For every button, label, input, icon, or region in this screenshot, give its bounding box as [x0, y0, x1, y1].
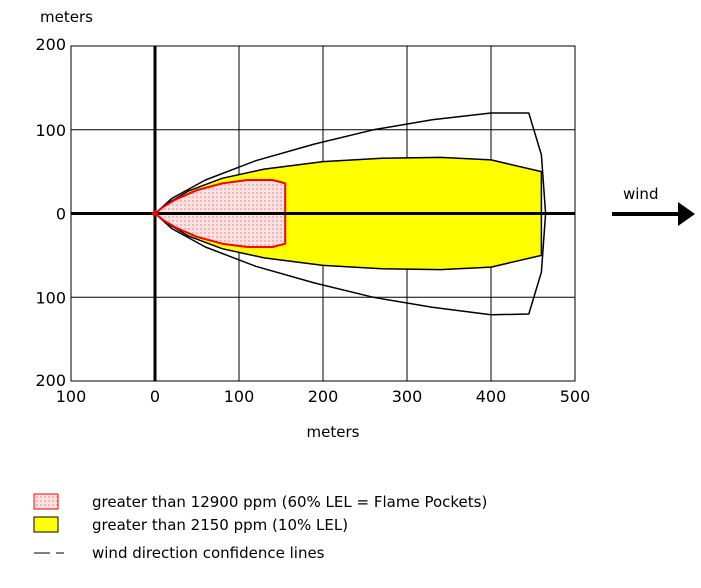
x-tick-label-3: 200	[308, 387, 339, 406]
legend-label-flame-pockets: greater than 12900 ppm (60% LEL = Flame …	[92, 493, 487, 511]
x-tick-label-2: 100	[224, 387, 255, 406]
axes	[70, 45, 576, 382]
x-tick-label-0: 100	[56, 387, 87, 406]
plot-border	[70, 45, 576, 382]
x-tick-label-1: 0	[150, 387, 160, 406]
legend-swatch-flame-pockets	[33, 493, 59, 510]
x-tick-label-4: 300	[392, 387, 423, 406]
y-tick-label-3: 100	[35, 288, 66, 307]
x-tick-label-6: 500	[560, 387, 591, 406]
y-tick-label-4: 200	[35, 371, 66, 390]
y-tick-label-2: 0	[56, 205, 66, 224]
legend-item-confidence-lines: wind direction confidence lines	[34, 544, 325, 562]
x-axis-title: meters	[307, 423, 360, 441]
legend-item-lel10: greater than 2150 ppm (10% LEL)	[33, 516, 348, 534]
x-tick-label-5: 400	[476, 387, 507, 406]
legend-label-confidence-lines: wind direction confidence lines	[92, 544, 325, 562]
legend-swatch-lel10	[33, 516, 59, 533]
wind-label: wind	[623, 185, 658, 203]
y-tick-label-1: 100	[35, 121, 66, 140]
source-point	[152, 210, 158, 217]
wind-indicator: wind	[612, 185, 695, 226]
wind-arrow-head	[678, 202, 695, 226]
legend: greater than 12900 ppm (60% LEL = Flame …	[33, 493, 487, 562]
y-axis-title: meters	[40, 8, 93, 26]
y-tick-label-0: 200	[35, 35, 66, 54]
legend-item-flame-pockets: greater than 12900 ppm (60% LEL = Flame …	[33, 493, 487, 511]
legend-label-lel10: greater than 2150 ppm (10% LEL)	[92, 516, 348, 534]
